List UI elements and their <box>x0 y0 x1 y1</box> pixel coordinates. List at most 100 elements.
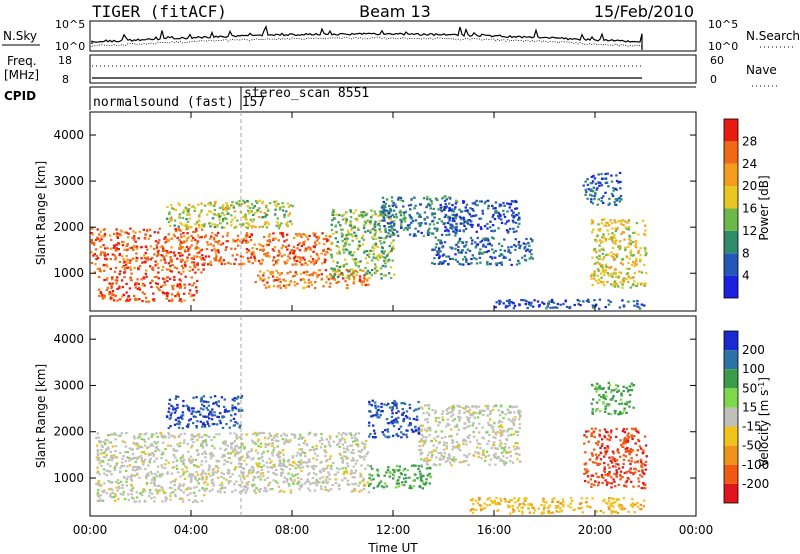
power-cell <box>591 221 594 224</box>
power-cell <box>258 226 261 229</box>
power-cell <box>613 240 617 243</box>
velocity-cell <box>130 479 134 482</box>
velocity-cell <box>168 398 172 401</box>
power-cell <box>264 286 268 289</box>
power-cell <box>195 227 198 230</box>
velocity-cell <box>476 502 480 505</box>
velocity-cell <box>285 480 289 483</box>
power-cell <box>148 228 152 231</box>
velocity-cell <box>123 497 127 501</box>
power-cell <box>460 251 463 254</box>
power-cell <box>236 219 239 222</box>
power-cell <box>627 261 630 265</box>
power-cell <box>643 250 647 253</box>
velocity-cell <box>136 444 139 447</box>
power-cell <box>582 300 585 303</box>
power-cell <box>462 263 465 266</box>
velocity-cell <box>412 464 415 467</box>
freq-tick-bottom: 8 <box>62 73 69 86</box>
power-cell <box>305 235 308 238</box>
power-cell <box>371 236 374 239</box>
power-cell <box>386 214 389 217</box>
velocity-cell <box>268 481 272 484</box>
power-cell <box>136 287 140 290</box>
power-cell <box>178 239 181 242</box>
velocity-cell <box>608 497 611 500</box>
velocity-cell <box>263 436 267 439</box>
power-cell <box>367 283 370 286</box>
velocity-cell <box>292 482 295 486</box>
power-cell <box>258 215 261 219</box>
velocity-cell <box>421 434 424 437</box>
power-cell <box>449 223 452 226</box>
power-cell <box>520 298 523 302</box>
velocity-cell <box>438 421 442 424</box>
power-cell <box>232 238 235 241</box>
velocity-cell <box>371 415 374 418</box>
velocity-cell <box>504 442 507 446</box>
velocity-cell <box>353 476 356 479</box>
velocity-cell <box>297 460 300 463</box>
velocity-cell <box>322 469 325 473</box>
velocity-cell <box>516 434 519 437</box>
velocity-cell <box>594 442 598 445</box>
power-cell <box>261 202 264 205</box>
power-cell <box>292 251 296 254</box>
power-cell <box>447 196 451 199</box>
velocity-cell <box>262 474 265 477</box>
velocity-cell <box>128 457 131 460</box>
power-cell <box>179 298 182 301</box>
velocity-cell <box>351 448 355 452</box>
velocity-cell <box>181 427 185 430</box>
power-cell <box>496 215 500 218</box>
velocity-cell <box>182 460 185 464</box>
velocity-cell <box>229 419 233 422</box>
power-cell <box>299 233 302 236</box>
velocity-cell <box>405 436 409 439</box>
velocity-cell <box>100 449 103 452</box>
velocity-cell <box>546 507 549 510</box>
power-cell <box>367 229 370 232</box>
power-cell <box>509 301 512 304</box>
velocity-cell <box>398 476 401 479</box>
power-cell <box>175 230 178 233</box>
velocity-cell <box>233 454 237 457</box>
power-cell <box>604 306 607 309</box>
power-cell <box>384 229 387 232</box>
velocity-cell <box>351 483 354 486</box>
velocity-cell <box>446 418 449 421</box>
power-cell <box>207 255 211 258</box>
power-cell <box>142 228 146 231</box>
velocity-cell <box>211 488 214 491</box>
power-cell <box>478 256 482 259</box>
velocity-cell <box>514 416 517 419</box>
power-cell <box>101 295 105 298</box>
velocity-cell <box>179 442 182 445</box>
power-cell <box>492 207 495 210</box>
power-cell <box>509 251 512 254</box>
power-cell <box>449 226 452 230</box>
velocity-cell <box>177 426 181 429</box>
velocity-cell <box>331 483 334 487</box>
power-cell <box>191 284 194 287</box>
velocity-cell <box>237 395 240 398</box>
power-cell <box>450 225 453 228</box>
power-cell <box>482 243 485 246</box>
velocity-cell <box>138 500 141 503</box>
power-cell <box>308 274 311 277</box>
velocity-cell <box>191 444 194 447</box>
velocity-cell <box>238 436 241 439</box>
power-cell <box>611 236 614 240</box>
power-cell <box>401 199 405 203</box>
power-cell <box>278 208 282 211</box>
velocity-cell <box>354 443 358 446</box>
power-cell <box>389 266 393 269</box>
velocity-cell <box>173 480 177 483</box>
velocity-cell <box>181 417 184 420</box>
velocity-cell <box>507 418 510 421</box>
velocity-cell <box>155 432 158 435</box>
velocity-cell <box>442 455 446 458</box>
power-cell <box>374 213 377 216</box>
velocity-cell <box>514 452 518 455</box>
power-cell <box>198 220 201 223</box>
